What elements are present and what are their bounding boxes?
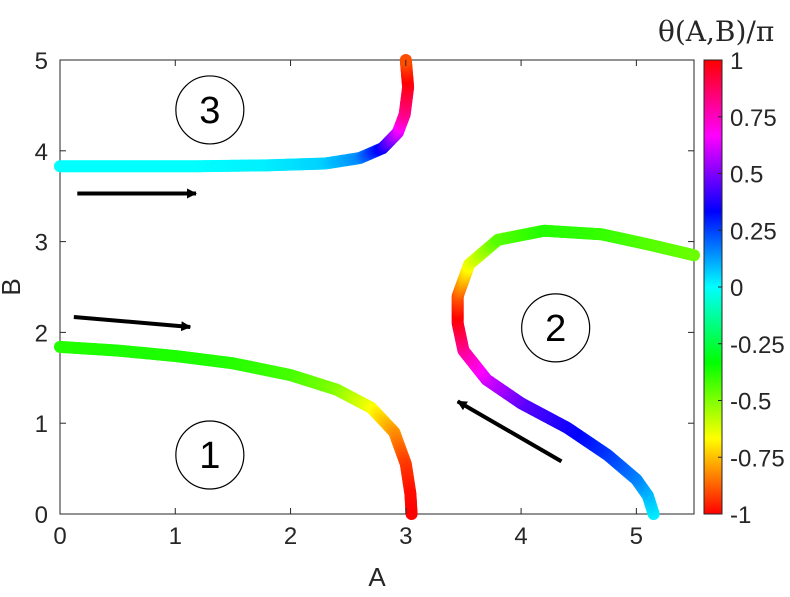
colorbar-tick-label: -0.75 [730,445,785,472]
y-axis: 0 1 2 3 4 5 [35,48,694,529]
y-axis-label: B [0,278,26,295]
curve-2-point [688,249,700,262]
x-tick-label: 4 [514,523,527,550]
curve-1-point [405,508,418,520]
y-tick-label: 3 [35,230,48,257]
colorbar-tick-label: 0.5 [730,162,763,189]
x-tick-label: 5 [630,523,643,550]
region-label-3: 3 [199,90,220,132]
colorbar-tick-label: 0.75 [730,105,777,132]
colorbar-tick-label: -0.25 [730,332,785,359]
region-labels-layer: 1 2 3 [175,75,591,490]
region-label-2: 2 [545,308,566,350]
direction-arrow-2 [73,314,192,332]
region-circle-3 [175,75,245,145]
x-tick-label: 1 [169,523,182,550]
x-tick-label: 3 [399,523,412,550]
x-axis-label: A [368,562,386,592]
y-tick-label: 1 [35,411,48,438]
y-tick-label: 0 [35,502,48,529]
colorbar-title: θ(A,B)/π [658,15,774,48]
colorbar-tick-label: -1 [730,502,751,529]
x-tick-label: 0 [53,523,66,550]
y-tick-label: 2 [35,320,48,347]
colorbar-tick-label: -0.5 [730,389,771,416]
colorbar-tick-label: 0 [730,275,743,302]
direction-arrow-3 [456,399,563,464]
y-tick-label: 5 [35,48,48,75]
region-circle-1 [175,420,245,490]
y-tick-label: 4 [35,139,48,166]
arrows-layer [73,188,563,464]
x-tick-label: 2 [284,523,297,550]
region-label-1: 1 [199,435,220,477]
colorbar-tick-label: 1 [730,48,743,75]
x-axis: 0 1 2 3 4 5 [53,60,643,550]
curves-layer [54,54,700,520]
colorbar-ticks: 1 0.75 0.5 0.25 0 -0.25 -0.5 -0.75 -1 [718,48,785,529]
colorbar-tick-label: 0.25 [730,218,777,245]
region-circle-2 [521,293,591,363]
